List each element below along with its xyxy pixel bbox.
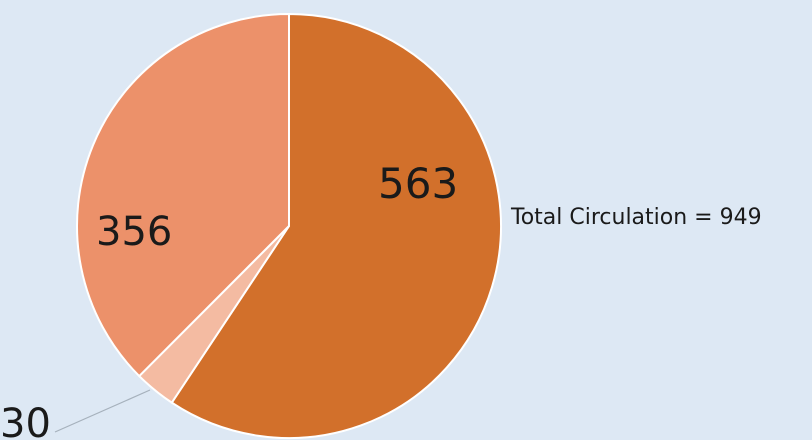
total-circulation-note: Total Circulation = 949 [510,205,762,230]
pie-slice-356 [76,12,290,378]
data-label-356: 356 [96,209,172,255]
data-label-30: 30 [0,401,51,440]
leader-line-30 [54,389,151,433]
data-label-563: 563 [378,159,458,208]
pie-slices [76,12,502,439]
pie-slice-563 [170,12,502,439]
